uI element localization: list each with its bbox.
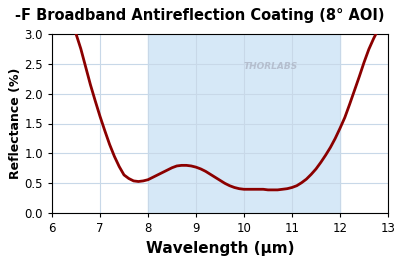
Text: THORLABS: THORLABS — [243, 62, 298, 71]
Text: -F Broadband Antireflection Coating (8° AOI): -F Broadband Antireflection Coating (8° … — [15, 8, 385, 23]
Bar — [148, 34, 340, 213]
X-axis label: Wavelength (μm): Wavelength (μm) — [146, 241, 294, 256]
Y-axis label: Reflectance (%): Reflectance (%) — [8, 68, 22, 179]
